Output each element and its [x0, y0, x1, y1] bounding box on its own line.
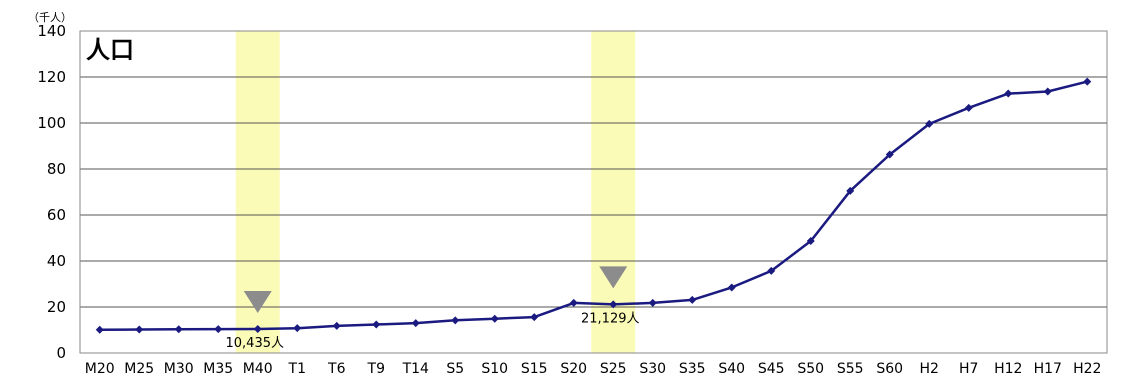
- annotations: 10,435人 21,129人: [226, 311, 640, 351]
- chart-title: 人口: [86, 36, 134, 64]
- x-tick-t1: T1: [288, 361, 306, 377]
- x-tick-s35: S35: [679, 361, 706, 377]
- y-axis-ticks: 0 20 40 60 80 100 120 140: [37, 22, 66, 362]
- data-point-s60: [885, 150, 894, 159]
- x-tick-t14: T14: [402, 361, 429, 377]
- x-tick-s40: S40: [718, 361, 745, 377]
- data-point-t1: [293, 324, 302, 333]
- x-tick-s15: S15: [521, 361, 548, 377]
- y-tick-120: 120: [37, 68, 66, 86]
- y-tick-0: 0: [56, 344, 66, 362]
- x-tick-s30: S30: [639, 361, 666, 377]
- data-point-s20: [569, 298, 578, 307]
- annotation-s25: 21,129人: [581, 311, 640, 326]
- y-tick-100: 100: [37, 114, 66, 132]
- data-point-h2: [925, 119, 934, 128]
- x-tick-s45: S45: [758, 361, 785, 377]
- y-tick-40: 40: [47, 252, 66, 270]
- x-tick-t9: T9: [367, 361, 385, 377]
- x-tick-s60: S60: [876, 361, 903, 377]
- x-tick-s20: S20: [560, 361, 587, 377]
- x-tick-s5: S5: [446, 361, 464, 377]
- data-point-m30: [174, 325, 183, 334]
- x-tick-m20: M20: [85, 361, 115, 377]
- data-point-h7: [964, 103, 973, 112]
- grid-layer: [80, 76, 1107, 308]
- x-tick-h2: H2: [920, 361, 939, 377]
- data-point-s30: [648, 298, 657, 307]
- x-tick-h7: H7: [959, 361, 978, 377]
- data-point-m40: [253, 324, 262, 333]
- y-tick-20: 20: [47, 298, 66, 316]
- marker-layer: [243, 266, 628, 313]
- highlight-layer: [235, 31, 636, 353]
- x-axis-ticks: M20 M25 M30 M35 M40 T1 T6 T9 T14 S5 S10 S15 S20 S25 S3…: [85, 361, 1102, 377]
- x-tick-s25: S25: [600, 361, 627, 377]
- x-tick-h17: H17: [1034, 361, 1062, 377]
- data-point-h17: [1043, 87, 1052, 96]
- x-tick-m40: M40: [243, 361, 273, 377]
- data-point-t6: [332, 321, 341, 330]
- data-point-s55: [846, 186, 855, 195]
- data-point-t14: [411, 319, 420, 328]
- data-point-s40: [727, 283, 736, 292]
- plot-frame: [79, 30, 1108, 354]
- data-point-s5: [451, 316, 460, 325]
- y-tick-80: 80: [47, 160, 66, 178]
- data-point-h12: [1004, 89, 1013, 98]
- data-point-s15: [530, 313, 539, 322]
- data-point-m25: [135, 325, 144, 334]
- data-point-m35: [214, 325, 223, 334]
- y-tick-140: 140: [37, 22, 66, 40]
- data-point-t9: [372, 320, 381, 329]
- highlight-band-s25: [591, 31, 636, 353]
- data-point-s25: [609, 300, 618, 309]
- highlight-marker-m40: [243, 290, 272, 313]
- highlight-marker-s25: [599, 266, 628, 289]
- population-line: [99, 80, 1088, 332]
- y-tick-60: 60: [47, 206, 66, 224]
- data-point-h22: [1083, 77, 1092, 86]
- x-tick-s50: S50: [797, 361, 824, 377]
- data-point-s50: [806, 236, 815, 245]
- unit-label: （千人）: [28, 11, 72, 24]
- x-tick-s55: S55: [837, 361, 864, 377]
- x-tick-h22: H22: [1073, 361, 1101, 377]
- annotation-m40: 10,435人: [226, 336, 285, 351]
- x-tick-s10: S10: [481, 361, 508, 377]
- data-point-m20: [95, 325, 104, 334]
- x-tick-h12: H12: [994, 361, 1022, 377]
- x-tick-m35: M35: [203, 361, 233, 377]
- data-point-s10: [490, 314, 499, 323]
- data-points: [95, 77, 1092, 334]
- data-point-s35: [688, 295, 697, 304]
- x-tick-m25: M25: [124, 361, 154, 377]
- x-tick-t6: T6: [327, 361, 346, 377]
- x-tick-m30: M30: [164, 361, 194, 377]
- data-point-s45: [767, 266, 776, 275]
